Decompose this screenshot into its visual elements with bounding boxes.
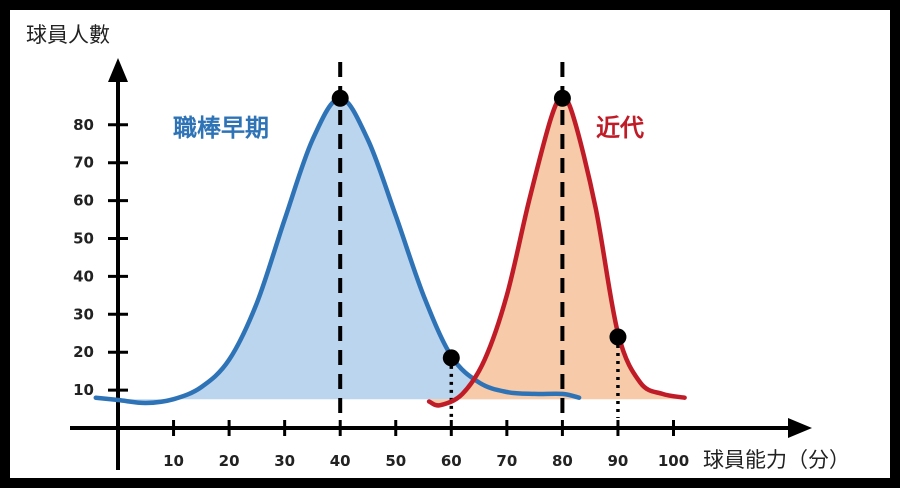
- y-tick-label-80: 80: [73, 116, 94, 134]
- guide-lines: [338, 62, 620, 420]
- y-tick-label-40: 40: [73, 267, 94, 285]
- y-tick-label-20: 20: [73, 343, 94, 361]
- y-tick-label-60: 60: [73, 192, 94, 210]
- y-tick-label-10: 10: [73, 381, 94, 399]
- series-area-modern: [429, 98, 685, 406]
- x-tick-label-70: 70: [496, 452, 517, 470]
- y-tick-label-70: 70: [73, 154, 94, 172]
- x-tick-label-90: 90: [608, 452, 629, 470]
- data-point-modern-2: [609, 328, 627, 346]
- series-label-modern: 近代: [596, 114, 644, 142]
- x-tick-label-100: 100: [658, 452, 689, 470]
- y-axis-label: 球員人數: [26, 23, 110, 47]
- y-tick-label-30: 30: [73, 305, 94, 323]
- y-axis-arrow: [108, 58, 128, 82]
- series-area-early: [95, 98, 580, 404]
- x-axis-arrow: [788, 418, 812, 438]
- x-axis-label: 球員能力（分）: [703, 448, 850, 472]
- y-tick-label-50: 50: [73, 230, 94, 248]
- x-tick-label-30: 30: [274, 452, 295, 470]
- axes: 10 20 30 40 50 60 70 80 90 100 10 20 30 40 50 60 70 80: [70, 58, 812, 470]
- chart-labels: 球員人數 球員能力（分） 職棒早期 近代: [26, 23, 850, 472]
- series-markers: [331, 89, 627, 367]
- x-tick-label-10: 10: [163, 452, 184, 470]
- x-tick-label-60: 60: [441, 452, 462, 470]
- data-point-early-1: [331, 89, 349, 107]
- data-point-early-2: [442, 349, 460, 367]
- x-tick-label-50: 50: [385, 452, 406, 470]
- x-tick-label-20: 20: [219, 452, 240, 470]
- series-label-early: 職棒早期: [173, 114, 269, 142]
- x-tick-label-80: 80: [552, 452, 573, 470]
- x-tick-label-40: 40: [330, 452, 351, 470]
- series-fills: [95, 98, 685, 406]
- data-point-modern-1: [553, 89, 571, 107]
